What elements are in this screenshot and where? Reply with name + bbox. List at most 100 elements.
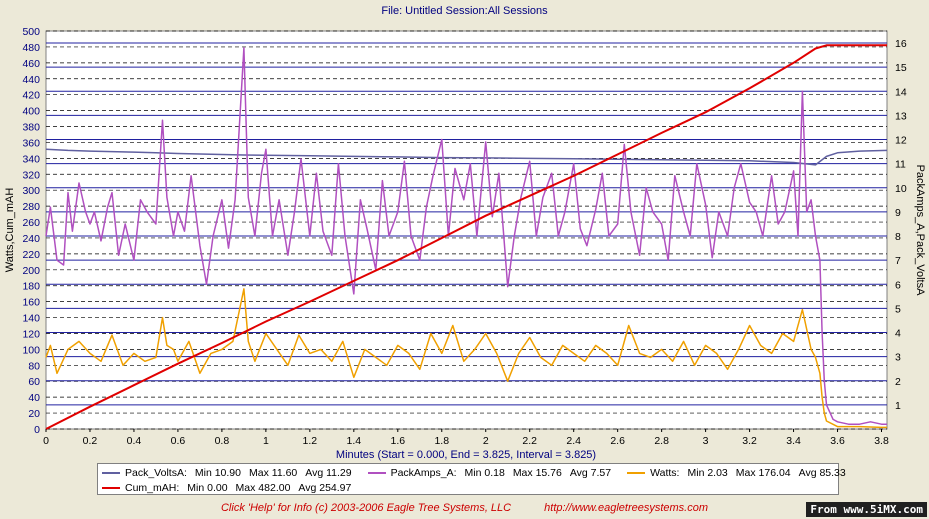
y-right-axis-label: PackAmps_A,Pack_VoltsA [914, 165, 926, 297]
x-tick-label: 3.6 [830, 435, 845, 447]
legend-avg: Avg 85.33 [798, 466, 846, 479]
footer: Click 'Help' for Info (c) 2003-2006 Eagl… [0, 502, 929, 514]
series-line-packamps-a [45, 47, 887, 425]
y-left-axis-label: Watts,Cum_mAH [4, 188, 16, 273]
y-right-tick-label: 11 [895, 159, 906, 171]
y-left-tick-label: 200 [22, 265, 40, 277]
y-left-tick-label: 80 [28, 360, 40, 372]
y-left-tick-label: 460 [22, 58, 40, 70]
y-left-tick-label: 180 [22, 281, 40, 293]
legend-name: Pack_VoltsA: [125, 466, 187, 479]
y-left-tick-label: 340 [22, 153, 40, 165]
x-tick-label: 2.4 [566, 435, 581, 447]
x-tick-label: 3 [703, 435, 709, 447]
x-tick-label: 3.2 [742, 435, 757, 447]
legend-name: PackAmps_A: [390, 466, 457, 479]
x-tick-label: 1.6 [390, 435, 405, 447]
y-left-tick-label: 320 [22, 169, 40, 181]
legend-name: Watts: [650, 466, 680, 479]
y-left-tick-label: 360 [22, 137, 40, 149]
series-line-cum-mah [45, 44, 887, 430]
y-right-tick-label: 10 [895, 183, 907, 195]
y-left-tick-label: 260 [22, 217, 40, 229]
legend-max: Max 11.60 [249, 466, 298, 479]
y-right-tick-label: 4 [895, 328, 901, 340]
legend-max: Max 482.00 [235, 481, 291, 494]
watermark: From www.5iMX.com [806, 502, 927, 517]
x-tick-label: 2 [483, 435, 489, 447]
y-right-tick-label: 15 [895, 62, 907, 74]
x-tick-label: 2.6 [610, 435, 625, 447]
axis-layer: 0204060801001201401601802002202402602803… [22, 26, 906, 447]
legend-row-2: Cum_mAH: Min 0.00 Max 482.00 Avg 254.97 [102, 480, 367, 495]
x-tick-label: 0.4 [127, 435, 142, 447]
y-left-tick-label: 380 [22, 122, 40, 134]
y-left-tick-label: 20 [28, 408, 40, 420]
y-left-tick-label: 100 [22, 344, 40, 356]
y-left-tick-label: 400 [22, 106, 40, 118]
y-right-tick-label: 3 [895, 352, 901, 364]
x-tick-label: 1 [263, 435, 269, 447]
x-tick-label: 2.2 [522, 435, 537, 447]
y-left-tick-label: 440 [22, 74, 40, 86]
y-left-tick-label: 0 [34, 424, 40, 436]
y-right-tick-label: 1 [895, 400, 901, 412]
legend-max: Max 176.04 [735, 466, 791, 479]
legend-name: Cum_mAH: [125, 481, 180, 494]
y-right-tick-label: 14 [895, 86, 907, 98]
series-line-watts [45, 288, 887, 429]
grid-layer [46, 30, 887, 430]
legend-swatch-cum-mah [102, 486, 120, 489]
legend-avg: Avg 11.29 [305, 466, 352, 479]
y-left-tick-label: 60 [28, 376, 40, 388]
y-left-tick-label: 420 [22, 90, 40, 102]
x-tick-label: 0.2 [83, 435, 98, 447]
x-tick-label: 0.8 [215, 435, 230, 447]
y-right-tick-label: 2 [895, 376, 901, 388]
x-axis-label: Minutes (Start = 0.000, End = 3.825, Int… [336, 449, 596, 461]
legend-swatch-watts [627, 471, 646, 474]
series-layer [45, 44, 888, 430]
chart-title: File: Untitled Session:All Sessions [381, 5, 548, 17]
y-left-tick-label: 220 [22, 249, 40, 261]
legend-min: Min 0.18 [464, 466, 505, 479]
x-tick-label: 3.8 [874, 435, 889, 447]
y-right-tick-label: 7 [895, 255, 901, 267]
legend-swatch-pack-amps [367, 471, 386, 474]
y-left-tick-label: 480 [22, 42, 40, 54]
footer-url-link[interactable]: http://www.eagletreesystems.com [544, 502, 709, 514]
legend-min: Min 0.00 [187, 481, 228, 494]
legend-item-cum-mah: Cum_mAH: Min 0.00 Max 482.00 Avg 254.97 [102, 482, 351, 494]
legend-item-pack-volts: Pack_VoltsA: Min 10.90 Max 11.60 Avg 11.… [102, 467, 352, 479]
y-right-tick-label: 8 [895, 231, 901, 243]
x-tick-label: 2.8 [654, 435, 669, 447]
y-right-tick-label: 5 [895, 303, 901, 315]
legend-avg: Avg 254.97 [298, 481, 352, 494]
y-right-tick-label: 16 [895, 38, 907, 50]
x-tick-label: 3.4 [786, 435, 801, 447]
x-tick-label: 1.8 [434, 435, 449, 447]
legend-min: Min 10.90 [194, 466, 241, 479]
y-right-tick-label: 6 [895, 279, 901, 291]
x-tick-label: 1.2 [303, 435, 318, 447]
legend-min: Min 2.03 [687, 466, 728, 479]
plot-area [45, 30, 888, 430]
y-left-tick-label: 160 [22, 297, 40, 309]
y-right-tick-label: 9 [895, 207, 901, 219]
y-left-tick-label: 240 [22, 233, 40, 245]
legend-max: Max 15.76 [512, 466, 562, 479]
y-right-tick-label: 12 [895, 135, 907, 147]
legend-swatch-pack-volts [102, 471, 120, 474]
footer-info: Click 'Help' for Info (c) 2003-2006 Eagl… [220, 502, 512, 514]
x-tick-label: 0.6 [171, 435, 186, 447]
legend-row-1: Pack_VoltsA: Min 10.90 Max 11.60 Avg 11.… [102, 465, 862, 480]
y-left-tick-label: 140 [22, 313, 40, 325]
legend-item-watts: Watts: Min 2.03 Max 176.04 Avg 85.33 [627, 467, 846, 479]
y-left-tick-label: 120 [22, 328, 40, 340]
y-left-tick-label: 500 [22, 26, 40, 38]
y-right-tick-label: 13 [895, 110, 907, 122]
y-left-tick-label: 40 [28, 392, 40, 404]
x-tick-label: 0 [43, 435, 49, 447]
legend-avg: Avg 7.57 [569, 466, 612, 479]
